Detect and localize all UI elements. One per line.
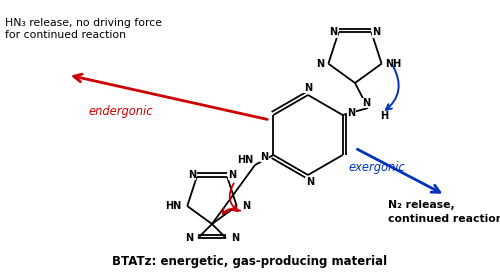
Text: HN₃ release, no driving force: HN₃ release, no driving force <box>5 18 162 28</box>
Text: N: N <box>231 233 239 243</box>
Text: N: N <box>304 83 312 93</box>
Text: N: N <box>188 170 196 180</box>
Text: N: N <box>372 27 380 37</box>
Text: N₂ release,: N₂ release, <box>388 200 455 210</box>
Text: HN: HN <box>165 201 182 211</box>
Text: N: N <box>362 98 370 108</box>
Text: endergonic: endergonic <box>88 106 152 119</box>
Text: exergonic: exergonic <box>348 161 405 175</box>
Text: N: N <box>185 233 193 243</box>
Text: for continued reaction: for continued reaction <box>5 30 126 40</box>
Text: H: H <box>380 111 388 121</box>
Text: N: N <box>348 108 356 118</box>
Text: N: N <box>330 27 338 37</box>
Text: N: N <box>306 177 314 187</box>
Text: N: N <box>228 170 236 180</box>
Text: N: N <box>316 59 324 69</box>
Text: HN: HN <box>237 155 253 165</box>
Text: continued reaction: continued reaction <box>388 214 500 224</box>
Text: N: N <box>260 152 268 162</box>
Text: N: N <box>242 201 250 211</box>
Text: NH: NH <box>386 59 402 69</box>
Text: BTATz: energetic, gas-producing material: BTATz: energetic, gas-producing material <box>112 255 388 268</box>
